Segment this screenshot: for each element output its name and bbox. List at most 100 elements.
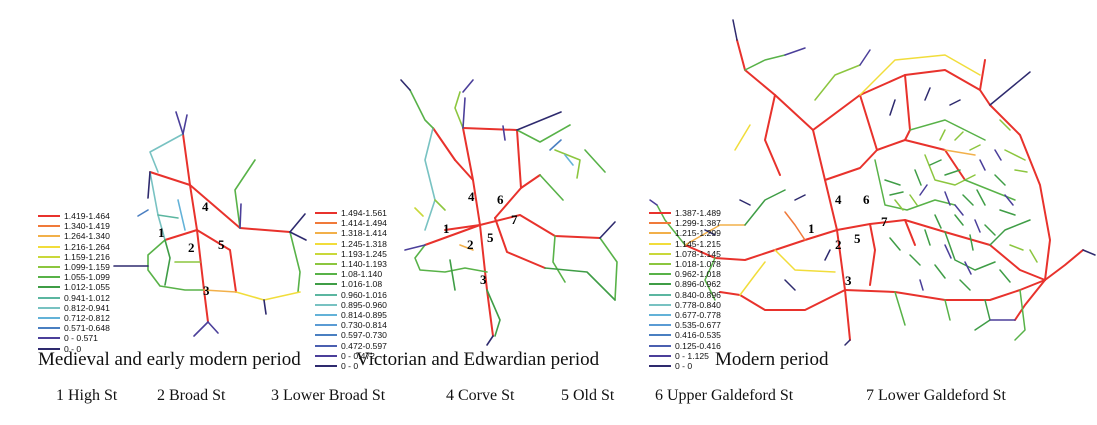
victorian-caption: Victorian and Edwardian period (356, 349, 600, 370)
legend-entry: 0.597-0.730 (315, 330, 387, 340)
legend-label: 0 - 0.571 (64, 333, 98, 344)
legend-swatch (315, 263, 337, 266)
legend-label: 1.340-1.419 (64, 221, 110, 232)
legend-entry: 0 - 0 (649, 361, 721, 371)
legend-label: 0.416-0.535 (675, 330, 721, 341)
key-old-st: 5 Old St (561, 387, 615, 404)
legend-label: 1.018-1.078 (675, 259, 721, 270)
legend-entry: 0 - 0 (315, 361, 387, 371)
key-high-st: 1 High St (56, 387, 118, 404)
legend-entry: 1.340-1.419 (38, 221, 110, 231)
legend-swatch (649, 263, 671, 266)
street-number-3: 3 (203, 283, 210, 298)
legend-label: 1.414-1.494 (341, 218, 387, 229)
modern-street-network (649, 19, 1096, 346)
legend-label: 1.216-1.264 (64, 241, 110, 252)
medieval-caption: Medieval and early modern period (38, 349, 301, 370)
legend-entry: 1.494-1.561 (315, 208, 387, 218)
legend-swatch (649, 273, 671, 276)
legend-entry: 0.730-0.814 (315, 320, 387, 330)
legend-swatch (315, 313, 337, 316)
legend-swatch (38, 255, 60, 258)
legend-label: 0.895-0.960 (341, 299, 387, 310)
legend-label: 1.494-1.561 (341, 208, 387, 219)
street-number-3: 3 (845, 273, 852, 288)
legend-label: 1.264-1.340 (64, 231, 110, 242)
victorian-legend: 1.494-1.561 1.414-1.494 1.318-1.414 1.24… (315, 208, 387, 371)
legend-swatch (38, 286, 60, 289)
legend-swatch (315, 252, 337, 255)
legend-entry: 1.140-1.193 (315, 259, 387, 269)
legend-entry: 1.264-1.340 (38, 231, 110, 241)
legend-label: 0.712-0.812 (64, 312, 110, 323)
legend-swatch (315, 293, 337, 296)
legend-swatch (649, 334, 671, 337)
legend-swatch (649, 324, 671, 327)
legend-swatch (315, 242, 337, 245)
legend-label: 1.159-1.216 (64, 251, 110, 262)
legend-swatch (38, 266, 60, 269)
legend-swatch (315, 324, 337, 327)
legend-entry: 0.778-0.840 (649, 300, 721, 310)
legend-label: 1.078-1.145 (675, 248, 721, 259)
legend-label: 0.941-1.012 (64, 292, 110, 303)
legend-label: 0.730-0.814 (341, 320, 387, 331)
legend-entry: 1.08-1.140 (315, 269, 387, 279)
legend-entry: 1.018-1.078 (649, 259, 721, 269)
legend-label: 1.099-1.159 (64, 262, 110, 273)
legend-label: 0.814-0.895 (341, 309, 387, 320)
legend-label: 1.193-1.245 (341, 248, 387, 259)
modern-panel: 1.387-1.489 1.299-1.387 1.215-1.299 1.14… (645, 0, 1097, 371)
legend-entry: 0.962-1.018 (649, 269, 721, 279)
legend-label: 0 - 0 (64, 343, 82, 354)
legend-entry: 0.125-0.416 (649, 340, 721, 351)
legend-label: 1.055-1.099 (64, 272, 110, 283)
legend-label: 1.012-1.055 (64, 282, 110, 293)
legend-label: 0.778-0.840 (675, 299, 721, 310)
legend-label: 0 - 1.125 (675, 350, 709, 361)
legend-label: 0.840-0.896 (675, 289, 721, 300)
street-number-1: 1 (158, 225, 165, 240)
legend-label: 1.318-1.414 (341, 228, 387, 239)
legend-entry: 0.840-0.896 (649, 290, 721, 300)
legend-swatch (649, 344, 671, 347)
modern-legend: 1.387-1.489 1.299-1.387 1.215-1.299 1.14… (649, 208, 721, 371)
legend-entry: 0.895-0.960 (315, 300, 387, 310)
legend-swatch (38, 316, 60, 319)
legend-swatch (38, 276, 60, 279)
legend-entry: 0.814-0.895 (315, 310, 387, 320)
legend-label: 0 - 0 (675, 360, 693, 371)
street-number-2: 2 (467, 237, 474, 252)
legend-entry: 0.812-0.941 (38, 303, 110, 313)
medieval-legend: 1.419-1.464 1.340-1.419 1.264-1.340 1.21… (38, 211, 110, 354)
legend-label: 1.245-1.318 (341, 238, 387, 249)
legend-swatch (38, 225, 60, 228)
legend-swatch (38, 327, 60, 330)
legend-swatch (649, 354, 671, 357)
legend-label: 0.896-0.962 (675, 279, 721, 290)
street-number-4: 4 (202, 199, 209, 214)
legend-swatch (649, 252, 671, 255)
legend-entry: 1.215-1.299 (649, 228, 721, 238)
legend-entry: 0.941-1.012 (38, 293, 110, 303)
legend-swatch (649, 242, 671, 245)
legend-label: 0.571-0.648 (64, 323, 110, 334)
legend-label: 0.472-0.597 (341, 340, 387, 351)
legend-entry: 1.016-1.08 (315, 279, 387, 289)
street-number-6: 6 (863, 192, 870, 207)
legend-swatch (38, 245, 60, 248)
medieval-street-network (113, 111, 307, 337)
legend-entry: 1.414-1.494 (315, 218, 387, 228)
street-number-1: 1 (443, 221, 450, 236)
legend-entry: 1.245-1.318 (315, 239, 387, 249)
legend-entry: 0.535-0.677 (649, 320, 721, 330)
street-number-5: 5 (854, 231, 861, 246)
legend-label: 1.387-1.489 (675, 208, 721, 219)
key-lower-galdeford-st: 7 Lower Galdeford St (866, 387, 1006, 404)
legend-label: 0.960-1.016 (341, 289, 387, 300)
street-number-7: 7 (881, 214, 888, 229)
legend-swatch (649, 232, 671, 235)
legend-label: 1.419-1.464 (64, 211, 110, 222)
victorian-street-network (400, 79, 618, 346)
legend-swatch (649, 283, 671, 286)
